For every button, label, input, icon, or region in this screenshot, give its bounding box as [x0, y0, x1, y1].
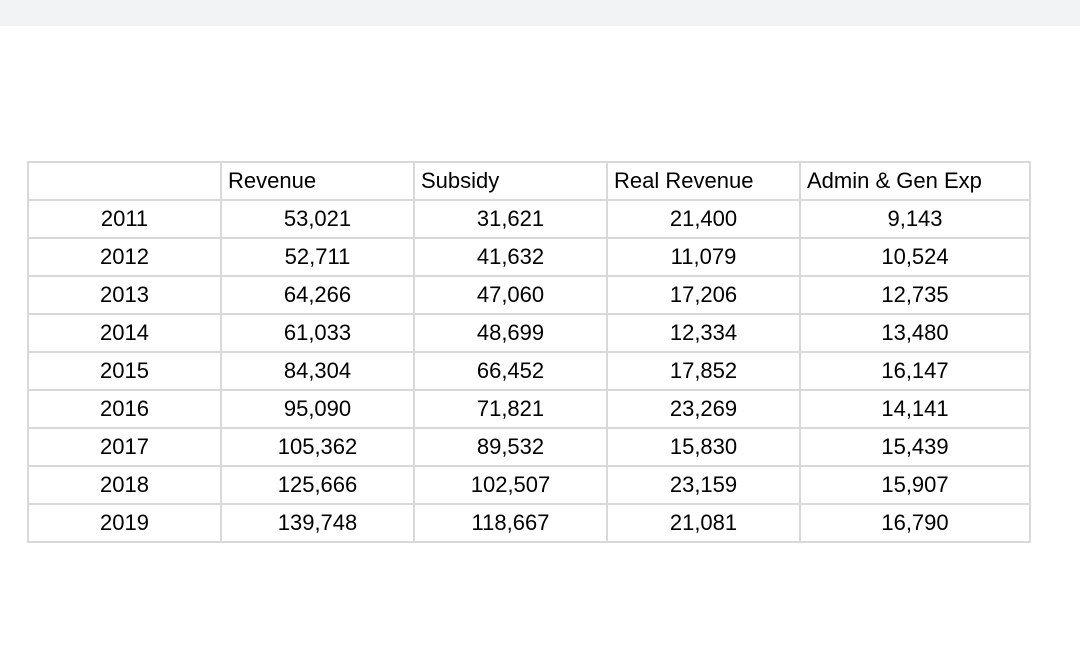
table-row: 2012 52,711 41,632 11,079 10,524	[27, 237, 1031, 277]
table-header: Revenue Subsidy Real Revenue Admin & Gen…	[27, 161, 1031, 201]
cell-admin-gen-exp[interactable]: 13,480	[799, 313, 1031, 353]
table-row: 2011 53,021 31,621 21,400 9,143	[27, 199, 1031, 239]
cell-subsidy[interactable]: 71,821	[413, 389, 608, 429]
cell-revenue[interactable]: 53,021	[220, 199, 415, 239]
header-cell-subsidy[interactable]: Subsidy	[413, 161, 608, 201]
cell-admin-gen-exp[interactable]: 10,524	[799, 237, 1031, 277]
cell-revenue[interactable]: 95,090	[220, 389, 415, 429]
cell-admin-gen-exp[interactable]: 15,907	[799, 465, 1031, 505]
table-body: 2011 53,021 31,621 21,400 9,143 2012 52,…	[27, 199, 1031, 543]
cell-year[interactable]: 2011	[27, 199, 222, 239]
cell-revenue[interactable]: 125,666	[220, 465, 415, 505]
table-row: 2018 125,666 102,507 23,159 15,907	[27, 465, 1031, 505]
cell-real-revenue[interactable]: 17,206	[606, 275, 801, 315]
cell-revenue[interactable]: 52,711	[220, 237, 415, 277]
cell-subsidy[interactable]: 118,667	[413, 503, 608, 543]
cell-admin-gen-exp[interactable]: 16,790	[799, 503, 1031, 543]
cell-subsidy[interactable]: 47,060	[413, 275, 608, 315]
header-cell-real-revenue[interactable]: Real Revenue	[606, 161, 801, 201]
cell-year[interactable]: 2012	[27, 237, 222, 277]
table-row: 2014 61,033 48,699 12,334 13,480	[27, 313, 1031, 353]
cell-subsidy[interactable]: 102,507	[413, 465, 608, 505]
cell-real-revenue[interactable]: 15,830	[606, 427, 801, 467]
header-cell-corner[interactable]	[27, 161, 222, 201]
cell-subsidy[interactable]: 48,699	[413, 313, 608, 353]
cell-real-revenue[interactable]: 17,852	[606, 351, 801, 391]
cell-year[interactable]: 2016	[27, 389, 222, 429]
cell-real-revenue[interactable]: 23,159	[606, 465, 801, 505]
cell-subsidy[interactable]: 31,621	[413, 199, 608, 239]
cell-revenue[interactable]: 105,362	[220, 427, 415, 467]
cell-real-revenue[interactable]: 12,334	[606, 313, 801, 353]
data-table: Revenue Subsidy Real Revenue Admin & Gen…	[27, 161, 1031, 543]
cell-year[interactable]: 2017	[27, 427, 222, 467]
cell-revenue[interactable]: 139,748	[220, 503, 415, 543]
header-cell-revenue[interactable]: Revenue	[220, 161, 415, 201]
table-row: 2017 105,362 89,532 15,830 15,439	[27, 427, 1031, 467]
cell-revenue[interactable]: 64,266	[220, 275, 415, 315]
cell-admin-gen-exp[interactable]: 15,439	[799, 427, 1031, 467]
cell-admin-gen-exp[interactable]: 16,147	[799, 351, 1031, 391]
table-row: 2013 64,266 47,060 17,206 12,735	[27, 275, 1031, 315]
cell-subsidy[interactable]: 41,632	[413, 237, 608, 277]
header-row: Revenue Subsidy Real Revenue Admin & Gen…	[27, 161, 1031, 201]
cell-year[interactable]: 2019	[27, 503, 222, 543]
cell-subsidy[interactable]: 66,452	[413, 351, 608, 391]
cell-revenue[interactable]: 61,033	[220, 313, 415, 353]
cell-admin-gen-exp[interactable]: 12,735	[799, 275, 1031, 315]
header-cell-admin-gen-exp[interactable]: Admin & Gen Exp	[799, 161, 1031, 201]
cell-year[interactable]: 2013	[27, 275, 222, 315]
cell-revenue[interactable]: 84,304	[220, 351, 415, 391]
table-row: 2016 95,090 71,821 23,269 14,141	[27, 389, 1031, 429]
cell-real-revenue[interactable]: 21,081	[606, 503, 801, 543]
cell-real-revenue[interactable]: 21,400	[606, 199, 801, 239]
cell-real-revenue[interactable]: 23,269	[606, 389, 801, 429]
top-toolbar-strip	[0, 0, 1080, 26]
cell-admin-gen-exp[interactable]: 14,141	[799, 389, 1031, 429]
cell-real-revenue[interactable]: 11,079	[606, 237, 801, 277]
cell-year[interactable]: 2015	[27, 351, 222, 391]
table-row: 2015 84,304 66,452 17,852 16,147	[27, 351, 1031, 391]
cell-subsidy[interactable]: 89,532	[413, 427, 608, 467]
table-row: 2019 139,748 118,667 21,081 16,790	[27, 503, 1031, 543]
cell-year[interactable]: 2018	[27, 465, 222, 505]
cell-year[interactable]: 2014	[27, 313, 222, 353]
cell-admin-gen-exp[interactable]: 9,143	[799, 199, 1031, 239]
